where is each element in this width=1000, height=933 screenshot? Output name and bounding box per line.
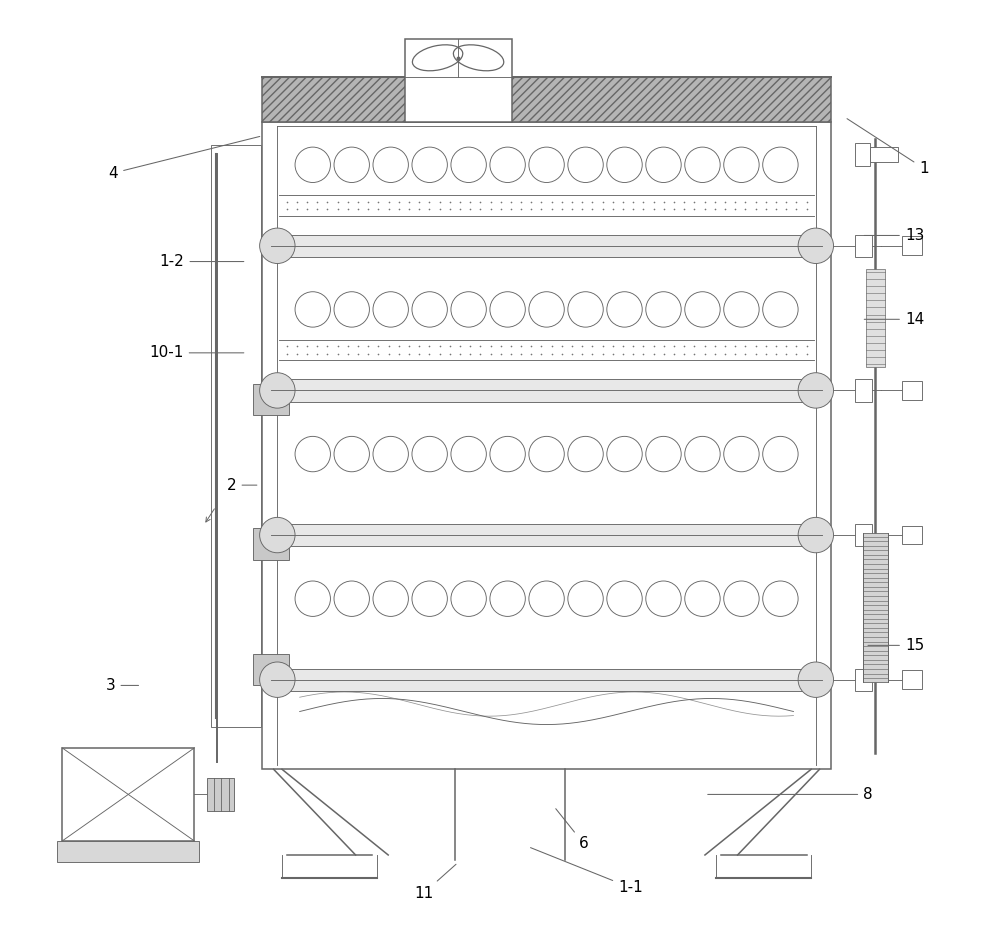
Bar [262, 77, 831, 122]
Circle shape [798, 372, 834, 408]
Circle shape [373, 437, 408, 472]
Bar [207, 778, 234, 811]
Circle shape [529, 581, 564, 617]
Circle shape [607, 437, 642, 472]
Circle shape [451, 437, 486, 472]
Bar [855, 524, 872, 546]
Bar [855, 669, 872, 690]
Circle shape [412, 292, 447, 327]
Circle shape [646, 437, 681, 472]
Circle shape [451, 147, 486, 183]
Bar [262, 122, 831, 770]
Circle shape [646, 292, 681, 327]
Bar [902, 381, 922, 399]
Circle shape [798, 662, 834, 697]
Text: 3: 3 [106, 678, 139, 693]
Circle shape [568, 147, 603, 183]
Circle shape [260, 228, 295, 263]
Bar [282, 379, 811, 401]
Circle shape [490, 581, 525, 617]
Bar [57, 841, 199, 861]
Bar [253, 654, 289, 686]
Circle shape [798, 228, 834, 263]
Circle shape [646, 581, 681, 617]
Circle shape [490, 437, 525, 472]
Circle shape [568, 437, 603, 472]
Circle shape [529, 147, 564, 183]
Circle shape [334, 147, 369, 183]
Circle shape [724, 437, 759, 472]
Circle shape [724, 292, 759, 327]
Circle shape [685, 147, 720, 183]
Circle shape [763, 581, 798, 617]
Circle shape [529, 292, 564, 327]
Bar [863, 533, 888, 682]
Bar [253, 528, 289, 560]
Circle shape [607, 581, 642, 617]
Circle shape [334, 581, 369, 617]
Text: 2: 2 [227, 478, 257, 493]
Bar [282, 234, 811, 257]
Text: 6: 6 [556, 809, 589, 851]
Bar [870, 147, 898, 161]
Text: 4: 4 [109, 136, 260, 181]
Circle shape [646, 147, 681, 183]
Text: 10-1: 10-1 [149, 345, 244, 360]
Bar [855, 144, 870, 165]
Bar [902, 526, 922, 544]
Circle shape [490, 292, 525, 327]
Bar [282, 669, 811, 690]
Circle shape [685, 292, 720, 327]
Bar [855, 379, 872, 401]
Bar [62, 748, 194, 841]
Circle shape [724, 147, 759, 183]
Circle shape [529, 437, 564, 472]
Text: 8: 8 [708, 787, 873, 802]
Circle shape [412, 581, 447, 617]
Text: 15: 15 [868, 638, 924, 653]
Circle shape [724, 581, 759, 617]
Circle shape [607, 147, 642, 183]
Circle shape [260, 662, 295, 697]
Bar [253, 383, 289, 415]
Circle shape [763, 292, 798, 327]
Text: 11: 11 [414, 864, 456, 900]
Circle shape [763, 437, 798, 472]
Text: 1: 1 [847, 118, 929, 176]
Text: 1-1: 1-1 [531, 847, 643, 895]
Circle shape [412, 147, 447, 183]
Circle shape [763, 147, 798, 183]
Circle shape [607, 292, 642, 327]
Bar [855, 234, 872, 257]
Text: 13: 13 [864, 228, 924, 243]
Circle shape [373, 581, 408, 617]
Bar [866, 269, 885, 368]
Bar [902, 236, 922, 255]
Circle shape [295, 437, 330, 472]
Circle shape [373, 147, 408, 183]
Circle shape [334, 292, 369, 327]
Circle shape [295, 581, 330, 617]
Text: 14: 14 [864, 312, 924, 327]
Circle shape [685, 437, 720, 472]
Bar [902, 671, 922, 689]
Circle shape [260, 518, 295, 552]
Circle shape [451, 581, 486, 617]
Circle shape [260, 372, 295, 408]
Circle shape [685, 581, 720, 617]
Circle shape [334, 437, 369, 472]
Circle shape [373, 292, 408, 327]
Bar [405, 38, 512, 122]
Circle shape [568, 581, 603, 617]
Circle shape [451, 292, 486, 327]
Circle shape [295, 147, 330, 183]
Bar [211, 146, 261, 728]
Circle shape [798, 518, 834, 552]
Circle shape [412, 437, 447, 472]
Circle shape [295, 292, 330, 327]
Text: 1-2: 1-2 [160, 254, 244, 269]
Circle shape [568, 292, 603, 327]
Circle shape [490, 147, 525, 183]
Bar [282, 524, 811, 546]
